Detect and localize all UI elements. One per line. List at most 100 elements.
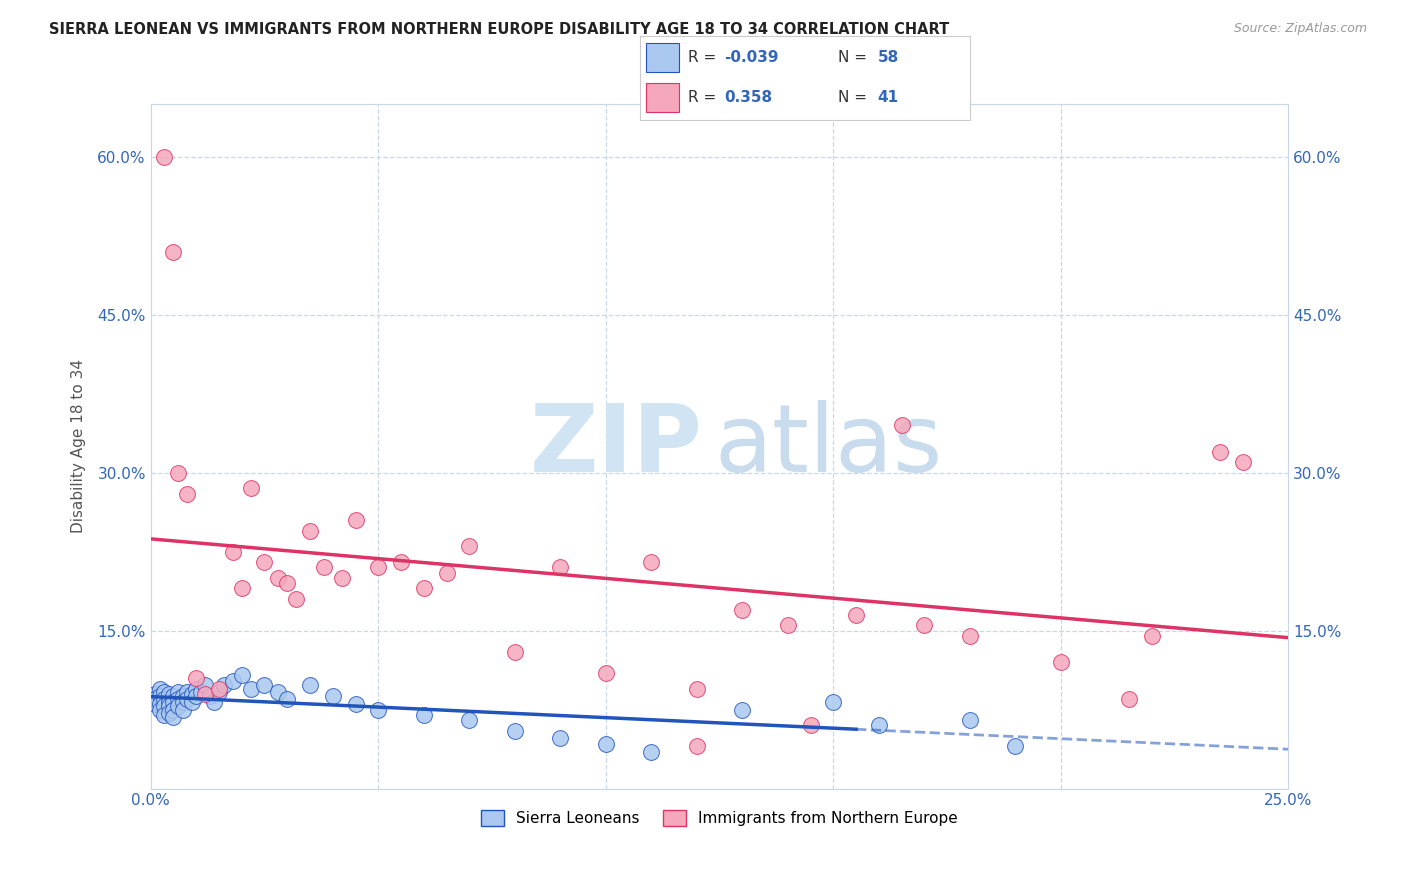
Point: [149, 702, 172, 716]
Point: [776, 618, 799, 632]
Point: [1050, 655, 1073, 669]
Point: [162, 695, 184, 709]
Point: [503, 645, 526, 659]
Point: [1004, 739, 1026, 754]
Point: [503, 723, 526, 738]
Point: [167, 684, 190, 698]
Text: R =: R =: [688, 50, 721, 65]
Point: [172, 689, 194, 703]
Point: [330, 571, 353, 585]
Point: [167, 699, 190, 714]
Point: [190, 684, 212, 698]
Point: [162, 244, 184, 259]
Point: [204, 695, 226, 709]
Point: [823, 695, 845, 709]
Point: [389, 555, 412, 569]
Point: [162, 689, 184, 703]
Point: [212, 678, 235, 692]
Text: N =: N =: [838, 89, 872, 104]
Point: [198, 689, 221, 703]
Point: [276, 692, 298, 706]
Point: [367, 702, 389, 716]
Point: [153, 684, 176, 698]
Point: [312, 560, 335, 574]
Point: [868, 718, 890, 732]
Point: [208, 681, 231, 696]
Point: [285, 592, 308, 607]
Point: [143, 698, 166, 712]
Point: [186, 681, 208, 696]
Point: [239, 681, 262, 696]
Point: [153, 692, 176, 706]
Point: [153, 699, 176, 714]
Point: [800, 718, 823, 732]
Point: [686, 681, 709, 696]
Point: [640, 745, 662, 759]
Point: [640, 555, 662, 569]
Point: [149, 698, 172, 712]
Text: SIERRA LEONEAN VS IMMIGRANTS FROM NORTHERN EUROPE DISABILITY AGE 18 TO 34 CORREL: SIERRA LEONEAN VS IMMIGRANTS FROM NORTHE…: [49, 22, 949, 37]
Point: [157, 699, 180, 714]
Point: [267, 684, 290, 698]
Text: R =: R =: [688, 89, 725, 104]
Text: atlas: atlas: [714, 401, 942, 492]
Point: [595, 665, 617, 680]
Point: [298, 678, 321, 692]
Point: [157, 706, 180, 720]
Point: [548, 731, 571, 745]
Point: [412, 707, 434, 722]
Point: [458, 713, 481, 727]
Point: [890, 418, 912, 433]
Text: 0.358: 0.358: [724, 89, 772, 104]
Point: [912, 618, 935, 632]
Point: [367, 560, 389, 574]
Point: [731, 702, 754, 716]
Point: [231, 582, 253, 596]
Point: [157, 687, 180, 701]
Point: [436, 566, 458, 580]
Point: [959, 713, 981, 727]
Point: [298, 524, 321, 538]
Text: -0.039: -0.039: [724, 50, 779, 65]
Point: [686, 739, 709, 754]
Point: [267, 571, 290, 585]
Point: [959, 629, 981, 643]
Point: [253, 555, 276, 569]
Point: [344, 698, 367, 712]
Bar: [647, 44, 679, 72]
Point: [239, 482, 262, 496]
Point: [731, 602, 754, 616]
Point: [595, 737, 617, 751]
Legend: Sierra Leoneans, Immigrants from Northern Europe: Sierra Leoneans, Immigrants from Norther…: [475, 804, 965, 832]
Point: [176, 684, 198, 698]
Point: [149, 681, 172, 696]
Point: [176, 487, 198, 501]
Point: [167, 692, 190, 706]
Text: 58: 58: [877, 50, 898, 65]
Point: [548, 560, 571, 574]
Point: [149, 689, 172, 703]
Point: [162, 710, 184, 724]
Point: [172, 702, 194, 716]
Point: [180, 695, 202, 709]
Point: [253, 678, 276, 692]
Point: [167, 466, 190, 480]
Point: [221, 674, 243, 689]
Point: [143, 692, 166, 706]
Point: [1118, 692, 1140, 706]
Point: [194, 678, 217, 692]
Bar: [647, 83, 679, 112]
Point: [344, 513, 367, 527]
Point: [221, 544, 243, 558]
Point: [208, 684, 231, 698]
Point: [180, 687, 202, 701]
Point: [157, 695, 180, 709]
Point: [186, 671, 208, 685]
Point: [1209, 444, 1232, 458]
Point: [186, 689, 208, 703]
Point: [322, 689, 344, 703]
Text: N =: N =: [838, 50, 872, 65]
Text: Source: ZipAtlas.com: Source: ZipAtlas.com: [1233, 22, 1367, 36]
Text: 41: 41: [877, 89, 898, 104]
Point: [176, 692, 198, 706]
